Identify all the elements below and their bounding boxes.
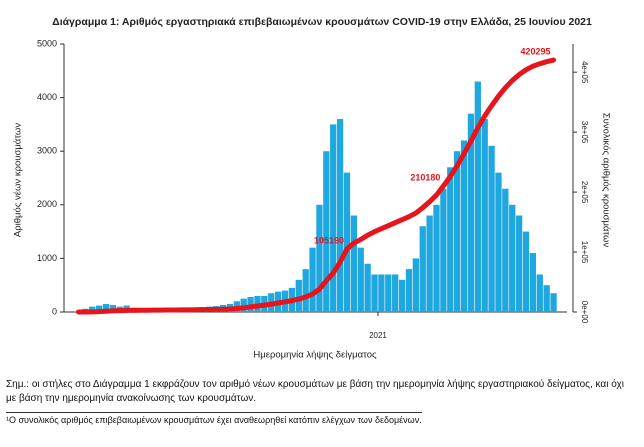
bar	[522, 231, 530, 312]
value-label: 210180	[410, 172, 440, 182]
y2-axis-label: Συνολικός αριθμός κρουσμάτων	[600, 113, 611, 248]
bar	[467, 113, 475, 313]
bar	[502, 188, 509, 312]
bar	[495, 172, 502, 312]
bar	[509, 204, 516, 312]
bar	[371, 274, 378, 312]
bar	[536, 274, 543, 312]
y2-tick-label: 3e+05	[580, 121, 589, 144]
bar	[454, 151, 461, 312]
value-label: 105190	[314, 235, 344, 245]
bar	[330, 124, 337, 313]
bar	[343, 172, 351, 312]
bar	[515, 215, 523, 312]
chart: Διάγραμμα 1: Αριθμός εργαστηριακά επιβεβ…	[13, 16, 612, 361]
chart-title: Διάγραμμα 1: Αριθμός εργαστηριακά επιβεβ…	[52, 16, 592, 28]
bar	[543, 285, 550, 312]
bar	[550, 293, 557, 312]
bar	[433, 204, 440, 312]
y-tick-label: 4000	[37, 92, 57, 102]
y2-tick-label: 4e+05	[580, 61, 589, 84]
note: Σημ.: οι στήλες στο Διάγραμμα 1 εκφράζου…	[6, 379, 624, 404]
y-tick-label: 5000	[37, 38, 57, 48]
footnote: ¹Ο συνολικός αριθμός επιβεβαιωμένων κρου…	[6, 412, 422, 427]
bar	[529, 253, 537, 312]
bar	[378, 274, 385, 312]
bar	[440, 188, 447, 312]
y2-tick-label: 1e+05	[580, 241, 589, 264]
cumulative-line	[75, 57, 557, 315]
bar	[488, 145, 495, 312]
bar	[405, 269, 413, 312]
bar	[398, 279, 406, 312]
bar	[336, 119, 344, 312]
bar	[364, 263, 371, 312]
bar	[385, 274, 392, 312]
bar	[474, 81, 481, 313]
bar	[426, 215, 433, 312]
bar	[357, 247, 364, 312]
y2-tick-label: 2e+05	[580, 181, 589, 204]
value-label: 420295	[521, 46, 551, 56]
bar	[460, 140, 468, 312]
bar	[392, 274, 399, 312]
bar	[102, 303, 110, 312]
x-axis-label: Ημερομηνία λήψης δείγματος	[253, 350, 377, 361]
x-tick-label: 2021	[369, 331, 387, 340]
bar	[481, 119, 488, 312]
bar	[316, 204, 323, 312]
bar	[447, 167, 454, 312]
y-tick-label: 3000	[37, 146, 57, 156]
bar	[323, 151, 330, 312]
bar	[295, 279, 302, 312]
y-tick-label: 2000	[37, 199, 57, 209]
bar	[412, 258, 419, 312]
bar	[302, 269, 309, 312]
bar	[419, 226, 426, 312]
y-tick-label: 0	[52, 306, 57, 316]
y-axis-label: Αριθμός νέων κρουσμάτων	[13, 123, 24, 237]
y-tick-label: 1000	[37, 253, 57, 263]
bar	[309, 247, 316, 312]
bar	[95, 305, 103, 312]
bar	[350, 215, 358, 312]
y2-tick-label: 0e+00	[580, 301, 589, 324]
